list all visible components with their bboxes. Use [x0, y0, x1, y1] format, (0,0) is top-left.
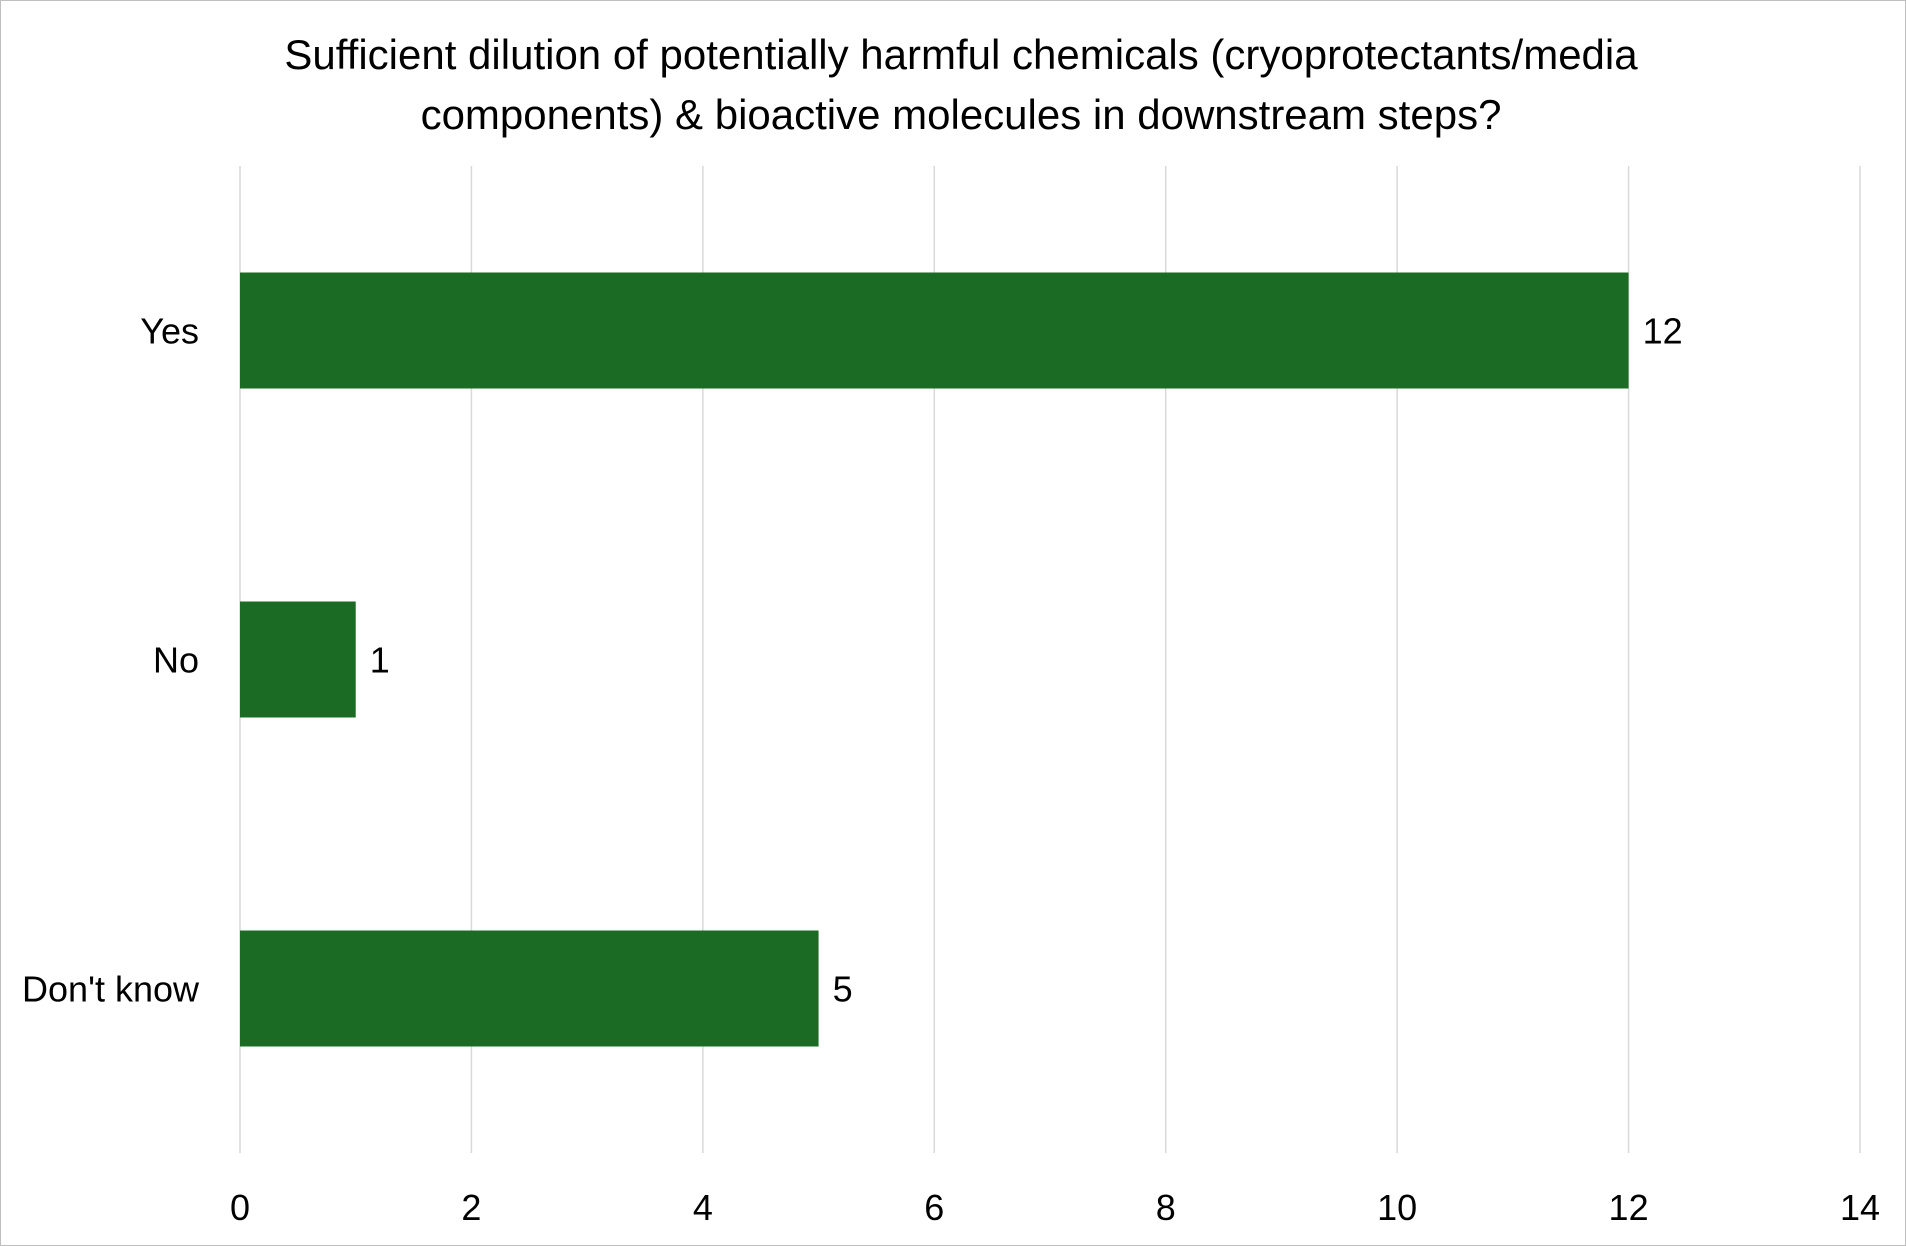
chart-title-line-1: Sufficient dilution of potentially harmf… [284, 31, 1638, 78]
x-tick-label-6: 12 [1609, 1187, 1649, 1228]
category-label-2: Don't know [22, 969, 200, 1010]
chart-title-line-2: components) & bioactive molecules in dow… [420, 91, 1502, 138]
category-label-1: No [153, 640, 199, 681]
category-label-0: Yes [140, 311, 199, 352]
bar-2 [240, 930, 819, 1047]
data-label-2: 5 [833, 969, 853, 1010]
x-tick-label-1: 2 [461, 1187, 481, 1228]
x-tick-label-2: 4 [693, 1187, 713, 1228]
chart-title: Sufficient dilution of potentially harmf… [161, 25, 1761, 145]
x-tick-label-4: 8 [1156, 1187, 1176, 1228]
x-tick-label-7: 14 [1840, 1187, 1880, 1228]
bar-0 [240, 272, 1629, 389]
x-tick-label-5: 10 [1377, 1187, 1417, 1228]
bar-1 [240, 601, 356, 718]
x-tick-label-3: 6 [924, 1187, 944, 1228]
data-label-0: 12 [1643, 311, 1683, 352]
data-label-1: 1 [370, 640, 390, 681]
x-tick-label-0: 0 [230, 1187, 250, 1228]
